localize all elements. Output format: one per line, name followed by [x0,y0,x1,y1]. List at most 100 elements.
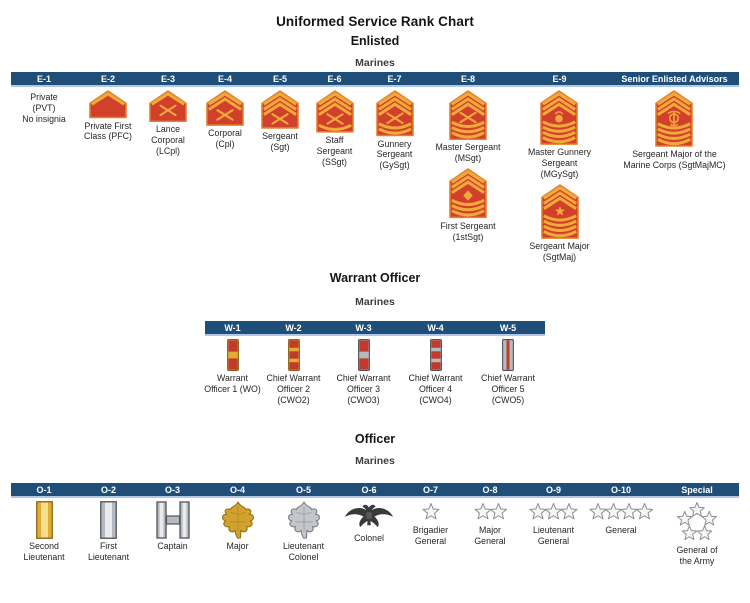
rank-label: Chief Warrant Officer 2 (CWO2) [266,373,321,406]
rank-label: Master Gunnery Sergeant (MGySgt) [527,147,592,180]
rank-column-o-3: Captain [140,498,205,556]
rank-first-sergeant: First Sergeant (1stSgt) [440,168,496,242]
rank-column-w-5: Chief Warrant Officer 5 (CWO5) [471,336,545,410]
grade-header-o-8: O-8 [482,485,498,496]
rank-columns: Warrant Officer 1 (WO) Chief Warrant Office… [204,336,545,410]
rank-column-e-6: Staff Sergeant (SSgt) [307,87,362,172]
rank-chief-warrant-officer-2: Chief Warrant Officer 2 (CWO2) [266,339,321,406]
rank-column-senior-enlisted-advisors: Sergeant Major of the Marine Corps (SgtMa… [610,87,739,175]
grade-header-bar: O-1 O-2 O-3 O-4 O-5 O-6 O-7 O-8 O-9 O-10 Special [11,483,739,499]
rank-column-o-9: Lieutenant General [520,498,587,551]
page-title: Uniformed Service Rank Chart [276,14,474,29]
grade-header-e-2: E-2 [100,74,115,84]
rank-column-w-3: Chief Warrant Officer 3 (CWO3) [327,336,400,410]
rank-column-w-1: Warrant Officer 1 (WO) [204,336,261,399]
branch-label: Marines [355,57,395,69]
rank-private-first-class: Private First Class (PFC) [84,90,132,142]
grade-header-o-3: O-3 [164,485,180,496]
general-of-the-army-insignia-icon [674,501,720,543]
rank-chief-warrant-officer-3: Chief Warrant Officer 3 (CWO3) [337,339,390,406]
rank-column-o-8: Major General [460,498,520,551]
rank-columns: Private (PVT) No insignia Private First Clas… [11,87,739,267]
rank-label: Chief Warrant Officer 5 (CWO5) [481,373,535,406]
colonel-insignia-icon [343,501,395,531]
chief-warrant-officer-5-insignia-icon [502,339,514,372]
rank-columns: Second Lieutenant First Lieutenant Captain Ma… [11,498,739,571]
chief-warrant-officer-2-insignia-icon [287,339,300,372]
rank-column-o-2: First Lieutenant [77,498,140,567]
rank-master-gunnery-sergeant: Master Gunnery Sergeant (MGySgt) [528,90,591,180]
rank-column-e-5: Sergeant (Sgt) [253,87,307,157]
rank-label: Private First Class (PFC) [84,120,132,142]
grade-header-o-2: O-2 [100,485,116,496]
rank-column-o-6: Colonel [337,498,401,548]
branch-label: Marines [355,296,395,309]
rank-column-e-8: Master Sergeant (MSgt) First Sergeant (1stS… [427,87,509,247]
rank-column-o-1: Second Lieutenant [11,498,77,567]
rank-label: Brigadier General [412,525,449,547]
rank-column-e-2: Private First Class (PFC) [77,87,139,146]
section-enlisted: Enlisted Marines E-1 E-2 E-3 E-4 E-5 E-6 E-7 E-… [0,34,750,267]
rank-label: Corporal (Cpl) [208,128,242,150]
chief-warrant-officer-3-insignia-icon [357,339,370,372]
chief-warrant-officer-4-insignia-icon [429,339,442,372]
rank-label: First Lieutenant [87,541,130,563]
rank-column-e-4: Corporal (Cpl) [197,87,253,154]
rank-column-e-3: Lance Corporal (LCpl) [139,87,197,161]
warrant-band: W-1 W-2 W-3 W-4 W-5 Warrant Officer 1 (WO) Chi… [204,321,545,410]
grade-header-e-7: E-7 [387,74,402,84]
rank-second-lieutenant: Second Lieutenant [23,501,65,563]
grade-header-w-4: W-4 [427,323,444,334]
branch-label: Marines [355,455,395,468]
officer-band: O-1 O-2 O-3 O-4 O-5 O-6 O-7 O-8 O-9 O-10 Special S… [11,483,739,571]
second-lieutenant-insignia-icon [35,501,53,540]
grade-header-bar: E-1 E-2 E-3 E-4 E-5 E-6 E-7 E-8 E-9 Senior Enlist… [11,72,739,87]
rank-general-of-the-army: General of the Army [674,501,720,567]
gunnery-sergeant-insignia-icon [375,90,414,137]
rank-label: Major General [474,525,506,547]
major-insignia-icon [219,501,257,539]
corporal-insignia-icon [206,90,244,126]
rank-first-lieutenant: First Lieutenant [88,501,129,563]
rank-label: General [605,525,637,536]
rank-column-special: General of the Army [655,498,739,571]
rank-lieutenant-colonel: Lieutenant Colonel [283,501,324,563]
lieutenant-general-insignia-icon [527,501,580,523]
grade-header-e-9: E-9 [552,74,567,84]
warrant-officer-1-insignia-icon [226,339,239,372]
grade-header-o-1: O-1 [36,485,52,496]
rank-label: Chief Warrant Officer 4 (CWO4) [408,373,463,406]
lieutenant-colonel-insignia-icon [285,501,323,539]
rank-staff-sergeant: Staff Sergeant (SSgt) [315,90,354,168]
rank-label: Master Sergeant (MSgt) [435,142,501,164]
rank-corporal: Corporal (Cpl) [206,90,244,150]
rank-lance-corporal: Lance Corporal (LCpl) [149,90,187,157]
grade-header-w-1: W-1 [224,323,241,334]
grade-header-w-3: W-3 [355,323,372,334]
rank-sergeant-major-of-the-marine-corps: Sergeant Major of the Marine Corps (SgtMa… [623,90,726,171]
rank-major: Major [219,501,257,552]
lance-corporal-insignia-icon [149,90,187,123]
rank-brigadier-general: Brigadier General [413,501,448,547]
grade-header-e-4: E-4 [217,74,232,84]
rank-sergeant: Sergeant (Sgt) [261,90,299,153]
rank-label: Gunnery Sergeant (GySgt) [376,138,413,171]
rank-label: Staff Sergeant (SSgt) [316,134,353,167]
rank-gunnery-sergeant: Gunnery Sergeant (GySgt) [375,90,414,171]
first-sergeant-insignia-icon [449,168,487,219]
grade-header-e-6: E-6 [327,74,342,84]
grade-header-bar: W-1 W-2 W-3 W-4 W-5 [205,321,545,337]
grade-header-o-7: O-7 [422,485,438,496]
first-lieutenant-insignia-icon [100,501,117,540]
rank-label: Major [226,541,249,552]
master-gunnery-sergeant-insignia-icon [540,90,579,145]
section-warrant-officer: Warrant Officer Marines W-1 W-2 W-3 W-4 W-5 … [0,271,750,410]
rank-column-o-4: Major [205,498,270,556]
general-insignia-icon [587,501,655,523]
rank-column-e-7: Gunnery Sergeant (GySgt) [362,87,427,175]
rank-lieutenant-general: Lieutenant General [527,501,580,547]
rank-warrant-officer-1: Warrant Officer 1 (WO) [204,339,261,395]
rank-label: First Sergeant (1stSgt) [440,220,496,242]
rank-label: Lance Corporal (LCpl) [151,124,185,157]
